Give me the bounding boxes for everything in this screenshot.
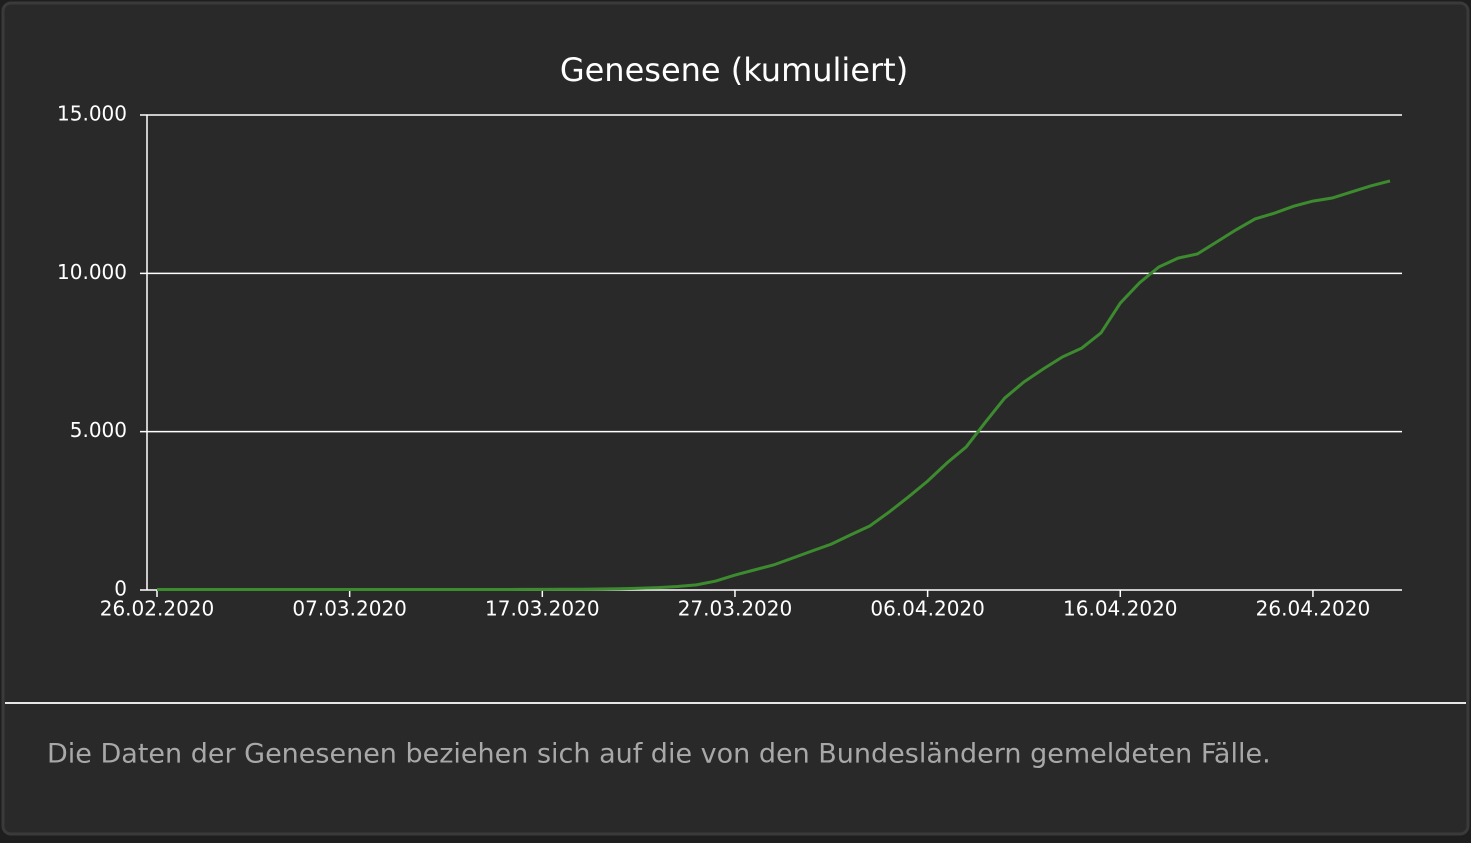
x-tick-label: 26.04.2020 bbox=[1256, 597, 1371, 621]
chart-title: Genesene (kumuliert) bbox=[560, 51, 908, 89]
y-tick-label: 0 bbox=[114, 577, 127, 601]
data-line bbox=[157, 179, 1391, 591]
x-tick-label: 26.02.2020 bbox=[100, 597, 215, 621]
y-tick-label: 10.000 bbox=[57, 260, 127, 284]
x-tick-label: 07.03.2020 bbox=[292, 597, 407, 621]
x-tick-label: 16.04.2020 bbox=[1063, 597, 1178, 621]
x-tick-label: 27.03.2020 bbox=[678, 597, 793, 621]
x-tick-label: 06.04.2020 bbox=[870, 597, 985, 621]
footnote: Die Daten der Genesenen beziehen sich au… bbox=[47, 739, 1271, 770]
y-tick-label: 5.000 bbox=[70, 418, 127, 442]
x-tick-label: 17.03.2020 bbox=[485, 597, 600, 621]
y-tick-label: 15.000 bbox=[57, 102, 127, 126]
